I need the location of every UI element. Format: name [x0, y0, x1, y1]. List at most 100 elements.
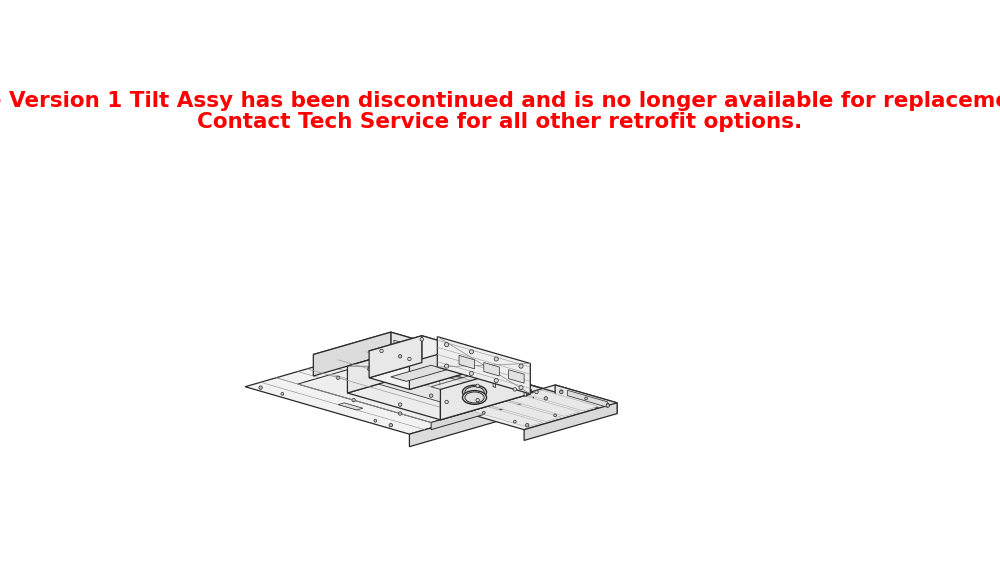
Circle shape	[429, 360, 433, 364]
Polygon shape	[391, 345, 555, 405]
Polygon shape	[471, 406, 543, 427]
Circle shape	[504, 381, 507, 385]
Polygon shape	[298, 354, 533, 423]
Polygon shape	[527, 390, 599, 411]
Ellipse shape	[465, 386, 484, 398]
Polygon shape	[437, 337, 530, 394]
Circle shape	[606, 403, 609, 406]
Polygon shape	[440, 364, 530, 420]
Polygon shape	[347, 367, 530, 420]
Polygon shape	[568, 390, 608, 407]
Polygon shape	[431, 369, 524, 395]
Circle shape	[403, 344, 409, 351]
Polygon shape	[490, 401, 561, 422]
Circle shape	[408, 357, 411, 361]
Circle shape	[560, 390, 563, 394]
Polygon shape	[329, 374, 465, 414]
Ellipse shape	[462, 385, 487, 399]
Circle shape	[519, 386, 523, 390]
Circle shape	[525, 423, 529, 427]
Circle shape	[389, 424, 392, 427]
Circle shape	[259, 386, 262, 389]
Polygon shape	[379, 360, 515, 399]
Polygon shape	[313, 332, 437, 368]
Polygon shape	[369, 362, 462, 389]
Polygon shape	[524, 369, 527, 397]
Circle shape	[469, 350, 473, 354]
Circle shape	[411, 355, 414, 358]
Circle shape	[469, 371, 473, 376]
Circle shape	[281, 393, 284, 395]
Polygon shape	[394, 340, 431, 358]
Circle shape	[420, 337, 424, 341]
Polygon shape	[555, 385, 617, 414]
Polygon shape	[484, 362, 499, 376]
Polygon shape	[304, 380, 338, 389]
Circle shape	[451, 366, 455, 370]
Polygon shape	[509, 395, 580, 417]
Circle shape	[513, 387, 517, 391]
Circle shape	[445, 372, 448, 375]
Circle shape	[429, 394, 433, 397]
Polygon shape	[465, 389, 484, 400]
Polygon shape	[347, 340, 437, 393]
Circle shape	[491, 385, 495, 389]
Ellipse shape	[462, 390, 487, 405]
Circle shape	[398, 354, 402, 358]
Circle shape	[519, 364, 523, 368]
Text: The Version 1 Tilt Assy has been discontinued and is no longer available for rep: The Version 1 Tilt Assy has been discont…	[0, 91, 1000, 111]
Circle shape	[396, 351, 398, 353]
Polygon shape	[369, 336, 422, 378]
Circle shape	[398, 403, 402, 406]
Circle shape	[448, 345, 451, 349]
Circle shape	[606, 404, 610, 407]
Polygon shape	[437, 340, 530, 394]
Polygon shape	[409, 347, 462, 389]
Circle shape	[420, 364, 424, 368]
Circle shape	[380, 349, 383, 353]
Polygon shape	[440, 367, 530, 420]
Circle shape	[554, 414, 556, 417]
Circle shape	[560, 390, 563, 393]
Circle shape	[544, 397, 548, 400]
Polygon shape	[313, 332, 391, 376]
Circle shape	[389, 356, 393, 359]
Polygon shape	[459, 356, 475, 369]
Polygon shape	[354, 367, 490, 406]
Circle shape	[476, 384, 479, 387]
Circle shape	[374, 419, 377, 422]
Polygon shape	[400, 354, 533, 400]
Circle shape	[504, 382, 507, 385]
Polygon shape	[391, 365, 447, 381]
Ellipse shape	[465, 392, 484, 403]
Circle shape	[405, 353, 408, 356]
Circle shape	[445, 400, 448, 403]
Circle shape	[529, 389, 532, 391]
Circle shape	[535, 390, 538, 394]
Polygon shape	[422, 336, 462, 374]
Polygon shape	[391, 357, 555, 408]
Circle shape	[476, 398, 479, 402]
Circle shape	[367, 367, 371, 370]
Polygon shape	[409, 348, 502, 402]
Circle shape	[352, 398, 355, 402]
Circle shape	[585, 397, 587, 400]
Circle shape	[445, 364, 449, 368]
Circle shape	[445, 343, 449, 347]
Polygon shape	[360, 345, 437, 389]
Polygon shape	[509, 370, 524, 383]
Circle shape	[398, 412, 402, 415]
Circle shape	[482, 411, 485, 414]
Polygon shape	[431, 393, 533, 430]
Polygon shape	[338, 403, 363, 410]
Circle shape	[494, 378, 498, 382]
Polygon shape	[391, 332, 437, 367]
Polygon shape	[378, 357, 471, 411]
Polygon shape	[347, 340, 530, 393]
Circle shape	[336, 376, 340, 380]
Polygon shape	[409, 392, 555, 447]
Polygon shape	[493, 360, 496, 387]
Circle shape	[513, 420, 516, 423]
Polygon shape	[462, 385, 617, 430]
Circle shape	[473, 373, 476, 376]
